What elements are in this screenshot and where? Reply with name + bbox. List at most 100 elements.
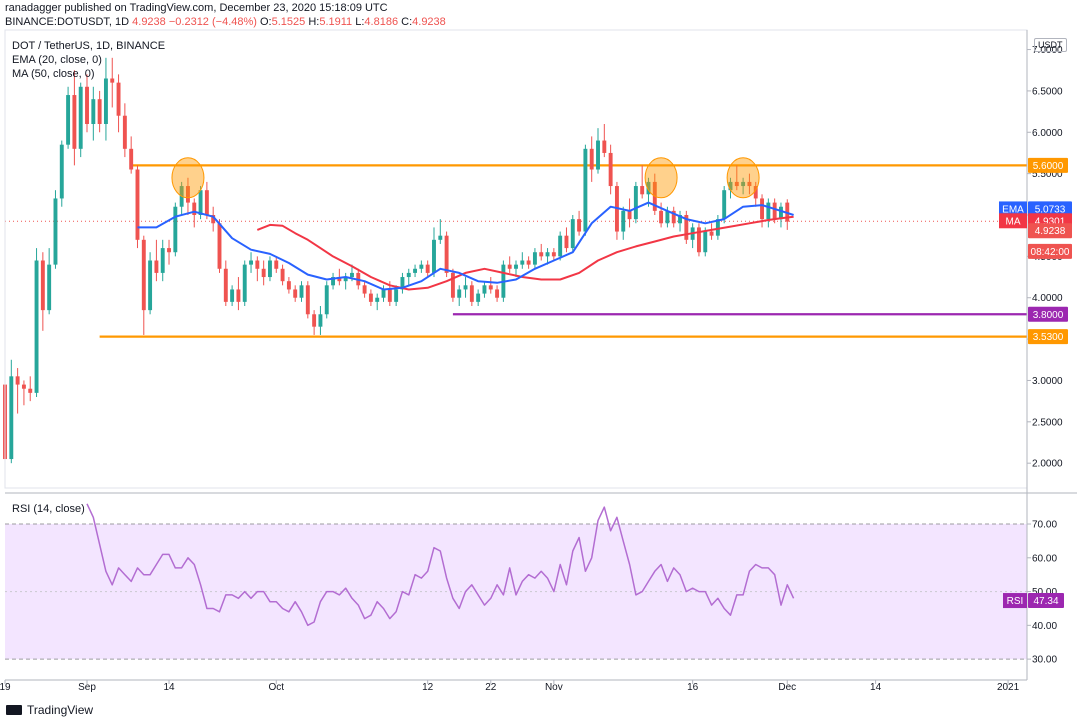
time-tick-label: 14 (870, 682, 882, 693)
candle-body (469, 285, 474, 302)
candle (230, 285, 235, 306)
candle (583, 144, 588, 236)
highlight-circle (726, 157, 760, 199)
price-pane[interactable] (3, 57, 1027, 464)
candle (671, 206, 676, 228)
candle-body (261, 268, 266, 278)
candle-body (255, 260, 260, 269)
candle (614, 181, 619, 240)
candle (268, 256, 272, 282)
candle-body (583, 148, 588, 232)
legend-rsi[interactable]: RSI (14, close) (12, 503, 85, 515)
candle (482, 281, 487, 298)
candle (564, 227, 569, 253)
candle-body (59, 144, 64, 199)
candle-body (85, 86, 89, 124)
candle (59, 140, 64, 207)
candle-body (564, 235, 569, 249)
candle-body (53, 198, 58, 265)
candle-body (154, 260, 159, 273)
candle-body (381, 289, 386, 298)
candle-body (299, 285, 304, 298)
price-tag-text: 4.9238 (1035, 226, 1066, 237)
ema-20-line (137, 201, 794, 291)
legend-ma[interactable]: MA (50, close, 0) (12, 68, 95, 80)
candle (690, 223, 695, 249)
candle-body (703, 231, 708, 253)
candle-body (337, 277, 342, 282)
candle-body (558, 235, 563, 257)
candle (495, 285, 500, 302)
candle-body (760, 198, 764, 220)
candle-body (551, 252, 556, 257)
candle (526, 256, 531, 269)
candle (633, 181, 638, 224)
rsi-pane[interactable] (5, 503, 1027, 660)
time-tick-label: Dec (778, 682, 796, 693)
candle (274, 256, 279, 273)
candle (192, 198, 197, 228)
price-tag-bg (1028, 243, 1072, 259)
candle (419, 260, 424, 273)
candle-body (678, 215, 682, 224)
price-tick-label: 2.5000 (1032, 417, 1063, 428)
candle (97, 90, 102, 133)
candle (255, 256, 260, 282)
price-tick-label: 3.0000 (1032, 376, 1063, 387)
legend-ema[interactable]: EMA (20, close, 0) (12, 54, 102, 66)
candle-body (217, 223, 222, 269)
candle-body (520, 260, 525, 265)
candle-body (425, 264, 430, 273)
candle (21, 380, 26, 406)
candle-body (223, 268, 228, 302)
candle-body (432, 239, 436, 273)
highlight-circle (644, 157, 678, 199)
candle (488, 277, 493, 294)
level-tag: 5.6000 (1028, 157, 1068, 173)
candle (103, 57, 108, 141)
candle (249, 252, 253, 273)
candle (457, 285, 462, 306)
candle-body (280, 268, 285, 282)
candle (72, 70, 77, 166)
price-tag-name-bg (999, 213, 1027, 229)
time-tick-label: 22 (485, 682, 497, 693)
candle (476, 289, 481, 306)
candle (299, 281, 304, 302)
candle-body (507, 264, 512, 269)
candle-body (602, 140, 607, 153)
candle-body (577, 219, 582, 232)
candle (204, 181, 209, 220)
rsi-tick-label: 50.00 (1032, 587, 1057, 598)
candle-body (350, 272, 354, 278)
time-tick-label: 2021 (997, 682, 1020, 693)
level-tag-bg (1028, 306, 1068, 322)
legend-title[interactable]: DOT / TetherUS, 1D, BINANCE (12, 40, 166, 52)
candle-body (185, 186, 190, 203)
candle (684, 210, 689, 244)
candle-body (753, 186, 758, 199)
candle (160, 239, 165, 282)
currency-badge[interactable]: USDT (1034, 38, 1067, 52)
candle-body (97, 99, 102, 124)
candle-body (343, 277, 348, 282)
candle-body (526, 260, 531, 265)
candle (621, 206, 626, 240)
candle (589, 136, 594, 182)
candle (432, 227, 436, 278)
candle-body (129, 148, 134, 170)
candle-body (482, 285, 487, 294)
price-change: −0.2312 (−4.48%) (168, 16, 257, 28)
candle-body (387, 289, 392, 302)
candle (558, 231, 563, 261)
last-price: 4.9238 (132, 16, 166, 28)
candle-body (671, 210, 676, 224)
candle-body (463, 285, 468, 290)
open-label: O: (260, 16, 272, 28)
level-tag: 3.8000 (1028, 306, 1068, 322)
candle-body (362, 285, 367, 294)
highlight-circle (171, 157, 205, 199)
candle (400, 272, 405, 294)
candle-body (21, 384, 26, 389)
candle (608, 144, 613, 195)
